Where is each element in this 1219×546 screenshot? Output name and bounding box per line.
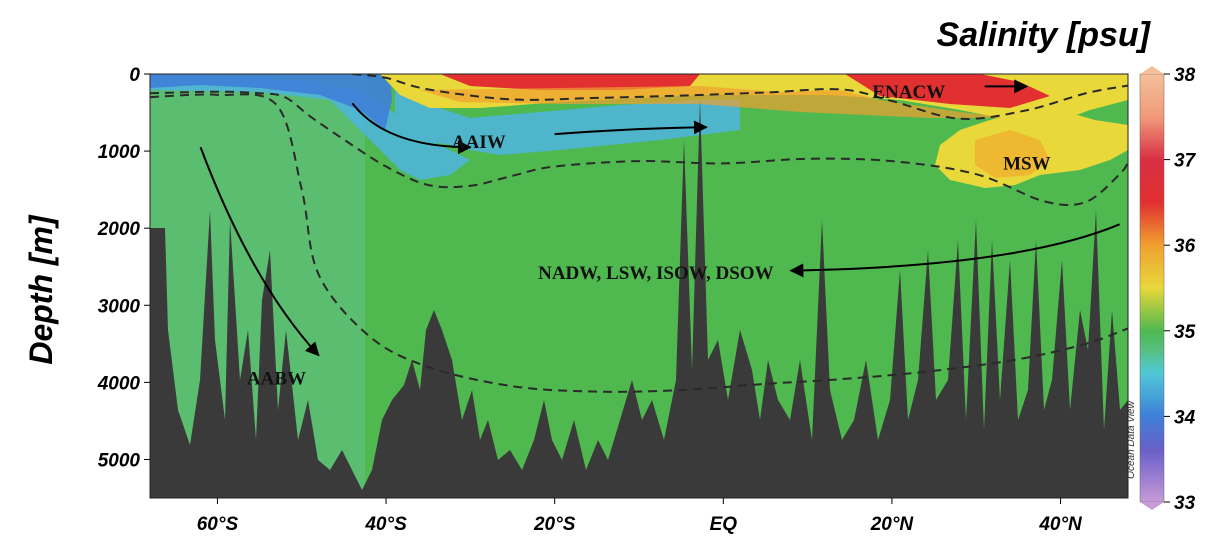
salinity-field [150, 74, 1128, 498]
flow-arrows [199, 79, 1120, 357]
y-tick-label: 1000 [98, 142, 141, 163]
colorbar-gradient [1139, 73, 1165, 503]
odv-watermark: Ocean Data View [1126, 400, 1137, 478]
colorbar-title: Salinity [psu] [937, 16, 1152, 54]
water-mass-label: AAIW [452, 132, 506, 153]
field-southern-surface-blue [150, 74, 392, 130]
colorbar-tick-label: 37 [1174, 151, 1197, 172]
x-tick-label: 40°S [364, 514, 407, 535]
colorbar-bottom-cap [1140, 502, 1164, 510]
y-tick-label: 0 [129, 65, 140, 86]
water-mass-boundary-1 [352, 74, 1128, 120]
colorbar-tick-label: 35 [1174, 322, 1196, 343]
colorbar-ticks: 33 34 35 36 37 38 [1164, 65, 1197, 514]
water-mass-label: ENACW [872, 82, 945, 103]
x-tick-label: EQ [710, 514, 738, 535]
field-surface-red-tropical [440, 74, 700, 90]
water-mass-boundary-2 [150, 93, 1128, 393]
water-mass-label: NADW, LSW, ISOW, DSOW [538, 263, 773, 284]
flow-arrow-4 [199, 146, 320, 357]
water-mass-boundaries [150, 74, 1128, 393]
y-tick-label: 4000 [97, 373, 141, 394]
y-tick-label: 5000 [98, 450, 141, 471]
flow-arrow-1 [554, 120, 708, 136]
field-surface-red-enacw [845, 74, 1050, 108]
field-surface-orange [420, 86, 1010, 118]
x-tick-label: 20°N [870, 514, 915, 535]
water-mass-label: AABW [247, 369, 306, 390]
y-tick-label: 3000 [98, 296, 141, 317]
water-mass-boundary-0 [150, 90, 1128, 207]
x-axis-ticks: 60°S 40°S 20°S EQ 20°N 40°N [197, 498, 1083, 535]
field-msw-core [975, 130, 1050, 178]
colorbar-tick-label: 38 [1174, 65, 1196, 86]
colorbar: 33 34 35 36 37 38 Ocean Data View [1126, 65, 1197, 514]
water-mass-labels: ENACW AAIW MSW NADW, LSW, ISOW, DSOW AABW [247, 82, 1051, 390]
colorbar-top-cap [1140, 66, 1164, 74]
x-tick-label: 60°S [197, 514, 239, 535]
y-axis-ticks: 0 1000 2000 3000 4000 5000 [97, 65, 150, 471]
x-tick-label: 40°N [1038, 514, 1083, 535]
colorbar-tick-label: 34 [1174, 407, 1196, 428]
x-tick-label: 20°S [533, 514, 576, 535]
y-tick-label: 2000 [97, 219, 141, 240]
plot-frame [149, 73, 1129, 499]
water-mass-label: MSW [1003, 154, 1051, 175]
flow-arrow-0 [351, 102, 472, 155]
colorbar-tick-label: 33 [1174, 493, 1196, 514]
y-axis-title: Depth [m] [23, 214, 59, 365]
field-aaiw-blue [150, 74, 740, 180]
seafloor-topography [150, 100, 1128, 498]
flow-arrow-3 [789, 223, 1120, 278]
colorbar-tick-label: 36 [1174, 236, 1196, 257]
